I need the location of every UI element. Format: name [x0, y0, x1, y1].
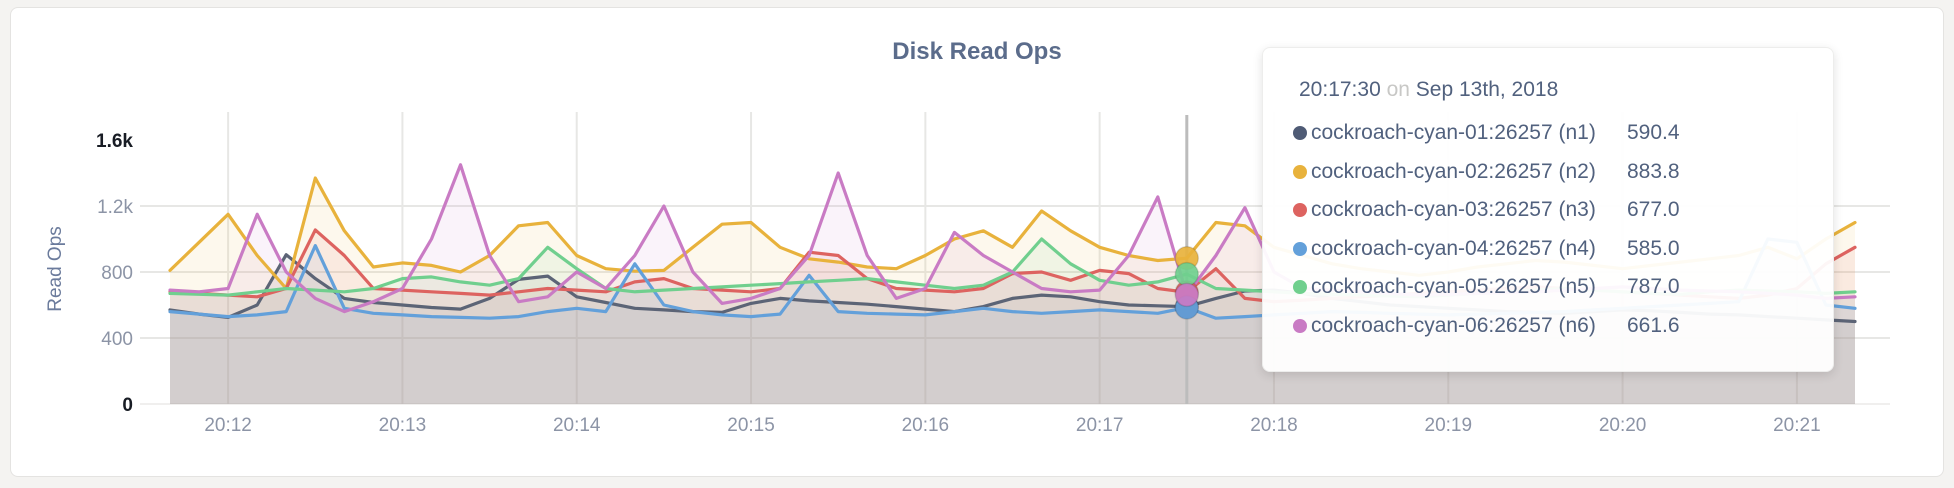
series-label: cockroach-cyan-05:26257 (n5) — [1311, 275, 1596, 299]
x-tick-label: 20:17 — [1076, 415, 1124, 436]
tooltip-separator: on — [1386, 78, 1410, 101]
tooltip-legend: cockroach-cyan-01:26257 (n1) 590.4 cockroa… — [1293, 114, 1805, 345]
x-tick-label: 20:14 — [553, 415, 601, 436]
series-color-dot — [1293, 318, 1307, 333]
axis-tick-labels: 0 400 800 1.2k 1.6k 20:12 20:13 20:14 20:15 20:16… — [96, 131, 1821, 436]
x-tick-label: 20:16 — [902, 415, 950, 436]
series-label: cockroach-cyan-02:26257 (n2) — [1311, 159, 1596, 183]
series-label: cockroach-cyan-01:26257 (n1) — [1311, 121, 1596, 145]
y-tick-label: 400 — [101, 329, 133, 350]
x-tick-label: 20:15 — [727, 415, 775, 436]
x-tick-label: 20:19 — [1425, 415, 1473, 436]
series-label: cockroach-cyan-06:26257 (n6) — [1311, 313, 1596, 337]
hover-dot-n6 — [1174, 282, 1200, 308]
tooltip-row: cockroach-cyan-02:26257 (n2) 883.8 — [1293, 153, 1805, 192]
x-tick-label: 20:21 — [1773, 415, 1821, 436]
tooltip-date: Sep 13th, 2018 — [1415, 78, 1559, 101]
y-tick-label: 800 — [101, 263, 133, 284]
y-tick-label: 1.2k — [97, 197, 133, 218]
series-value: 883.8 — [1627, 159, 1680, 183]
series-label: cockroach-cyan-04:26257 (n4) — [1311, 236, 1596, 260]
series-value: 677.0 — [1627, 198, 1680, 222]
series-value: 590.4 — [1627, 121, 1680, 145]
x-tick-label: 20:12 — [204, 415, 252, 436]
tooltip-row: cockroach-cyan-01:26257 (n1) 590.4 — [1293, 114, 1805, 153]
y-tick-label: 1.6k — [96, 131, 133, 152]
hover-dot-n5 — [1174, 261, 1200, 287]
x-tick-label: 20:13 — [379, 415, 427, 436]
series-color-dot — [1293, 241, 1307, 256]
series-color-dot — [1293, 126, 1307, 141]
series-value: 661.6 — [1627, 313, 1680, 337]
tooltip-timestamp: 20:17:30 on Sep 13th, 2018 — [1299, 78, 1805, 102]
x-tick-label: 20:20 — [1599, 415, 1647, 436]
x-tick-label: 20:18 — [1250, 415, 1298, 436]
series-color-dot — [1293, 280, 1307, 295]
series-label: cockroach-cyan-03:26257 (n3) — [1311, 198, 1596, 222]
chart-tooltip: 20:17:30 on Sep 13th, 2018 cockroach-cya… — [1262, 47, 1834, 372]
series-color-dot — [1293, 203, 1307, 218]
tooltip-time: 20:17:30 — [1299, 78, 1381, 101]
series-value: 585.0 — [1627, 236, 1680, 260]
tooltip-row: cockroach-cyan-05:26257 (n5) 787.0 — [1293, 268, 1805, 307]
tooltip-row: cockroach-cyan-04:26257 (n4) 585.0 — [1293, 230, 1805, 269]
tooltip-row: cockroach-cyan-06:26257 (n6) 661.6 — [1293, 307, 1805, 346]
chart-title: Disk Read Ops — [892, 38, 1062, 65]
tooltip-row: cockroach-cyan-03:26257 (n3) 677.0 — [1293, 191, 1805, 230]
y-tick-label: 0 — [122, 395, 133, 416]
hover-points — [1174, 245, 1200, 320]
series-value: 787.0 — [1627, 275, 1680, 299]
series-color-dot — [1293, 164, 1307, 179]
